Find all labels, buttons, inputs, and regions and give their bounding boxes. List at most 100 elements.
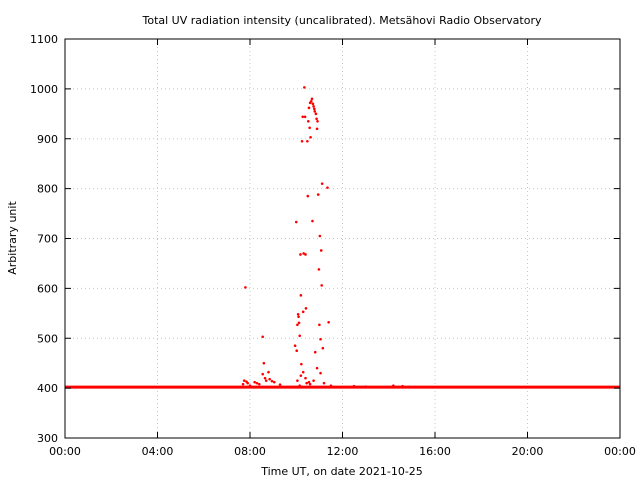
data-point — [306, 119, 310, 123]
data-points — [241, 86, 404, 388]
data-point — [253, 380, 256, 384]
data-point — [320, 182, 324, 185]
data-point — [297, 321, 301, 325]
data-point — [312, 105, 315, 108]
data-point — [315, 366, 319, 370]
data-point — [303, 115, 307, 119]
y-tick-label: 1100 — [30, 33, 58, 46]
y-tick-label: 900 — [37, 133, 58, 146]
y-tick-label: 600 — [37, 282, 58, 295]
data-point — [326, 186, 329, 189]
data-point — [298, 384, 302, 387]
data-point — [295, 349, 299, 353]
data-point — [298, 334, 302, 338]
x-tick-label: 16:00 — [419, 445, 451, 458]
data-point — [296, 323, 299, 327]
data-point — [307, 106, 311, 110]
data-point — [263, 376, 267, 380]
data-point — [318, 323, 321, 327]
data-point — [307, 380, 311, 384]
data-point — [314, 112, 318, 116]
data-point — [319, 371, 322, 375]
data-point — [319, 249, 323, 252]
data-point — [304, 253, 307, 256]
x-tick-label: 20:00 — [512, 445, 544, 458]
data-point — [299, 253, 302, 256]
y-tick-label: 300 — [37, 432, 58, 445]
data-point — [304, 307, 308, 310]
data-point — [352, 384, 356, 388]
data-point — [310, 97, 314, 101]
chart-title: Total UV radiation intensity (uncalibrat… — [142, 14, 542, 27]
data-point — [308, 382, 312, 386]
data-point — [392, 384, 395, 387]
data-point — [300, 139, 304, 143]
data-point — [311, 219, 314, 223]
data-point — [294, 220, 298, 224]
data-point — [303, 86, 306, 89]
data-point — [306, 194, 310, 198]
data-point — [264, 379, 268, 382]
data-point — [262, 361, 266, 365]
data-point — [272, 380, 276, 384]
x-tick-label: 00:00 — [604, 445, 636, 458]
data-point — [315, 127, 319, 131]
data-point — [270, 379, 274, 383]
data-point — [309, 135, 312, 139]
y-tick-label: 700 — [37, 233, 58, 246]
data-point — [364, 385, 367, 388]
data-point — [306, 139, 309, 143]
data-point — [248, 384, 252, 387]
data-point — [257, 382, 261, 386]
data-point — [301, 115, 305, 119]
data-point — [261, 335, 265, 339]
data-point — [327, 320, 330, 324]
data-point — [299, 374, 303, 377]
y-axis-label: Arbitrary unit — [6, 201, 19, 275]
y-tick-label: 400 — [37, 382, 58, 395]
data-point — [244, 286, 247, 289]
data-point — [300, 362, 303, 366]
y-tick-label: 500 — [37, 332, 58, 345]
data-point — [316, 119, 319, 123]
data-point — [293, 344, 297, 348]
data-point — [297, 315, 300, 319]
data-point — [296, 313, 300, 316]
data-point — [278, 383, 282, 386]
data-point — [304, 376, 307, 380]
data-point — [329, 384, 333, 387]
plot-frame — [64, 38, 621, 439]
data-point — [301, 310, 305, 314]
data-point — [320, 284, 323, 287]
data-point — [246, 381, 249, 385]
y-tick-label: 800 — [37, 183, 58, 196]
x-axis-ticks: 00:00 04:00 08:00 12:00 16:00 20:00 00:00 — [49, 39, 636, 458]
data-point — [315, 117, 318, 121]
data-point — [308, 126, 311, 130]
data-point — [322, 381, 326, 385]
data-point — [299, 294, 303, 297]
data-point — [319, 337, 322, 341]
x-tick-label: 00:00 — [49, 445, 81, 458]
data-point — [255, 381, 259, 385]
data-point — [242, 379, 246, 382]
data-point — [316, 193, 320, 196]
data-point — [313, 350, 317, 354]
y-axis-ticks: 300 400 500 600 700 800 900 1000 1100 — [30, 33, 620, 445]
data-point — [318, 234, 322, 238]
data-point — [241, 382, 245, 386]
data-point — [267, 370, 270, 374]
data-point — [311, 102, 315, 106]
data-point — [309, 100, 313, 103]
x-tick-label: 12:00 — [327, 445, 359, 458]
data-point — [401, 384, 404, 388]
x-tick-label: 08:00 — [234, 445, 266, 458]
data-point — [312, 107, 316, 111]
data-point — [305, 381, 308, 385]
data-point — [296, 379, 299, 382]
data-point — [268, 377, 271, 381]
y-tick-label: 1000 — [30, 83, 58, 96]
x-axis-label: Time UT, on date 2021-10-25 — [260, 465, 423, 478]
x-tick-label: 04:00 — [142, 445, 174, 458]
